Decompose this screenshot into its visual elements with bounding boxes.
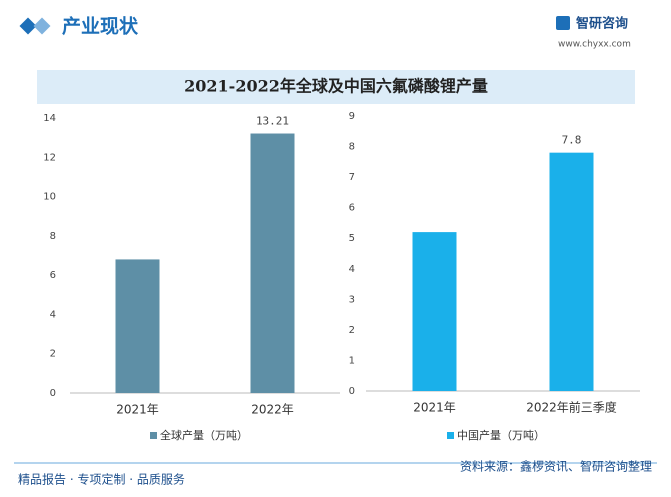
value-label: 7.8	[562, 134, 582, 147]
y-tick-label: 7	[349, 172, 355, 183]
bar	[549, 152, 594, 391]
legend-label: 全球产量（万吨）	[160, 428, 248, 442]
y-tick-label: 4	[349, 264, 355, 275]
x-tick-label: 2021年	[116, 403, 159, 417]
legend-label: 中国产量（万吨）	[457, 428, 545, 442]
footer-left: 精品报告 · 专项定制 · 品质服务	[18, 472, 185, 487]
legend-swatch	[150, 432, 157, 439]
y-tick-label: 8	[50, 231, 56, 242]
url: www.chyxx.com	[558, 40, 631, 50]
brand: 智研咨询	[576, 16, 628, 32]
y-tick-label: 6	[50, 270, 56, 281]
y-tick-label: 2	[349, 325, 355, 336]
y-tick-label: 1	[349, 355, 355, 366]
title-banner	[37, 70, 635, 104]
legend-swatch	[447, 432, 454, 439]
footer-source: 资料来源：鑫椤资讯、智研咨询整理	[460, 459, 652, 474]
y-tick-label: 14	[43, 113, 56, 124]
y-tick-label: 6	[349, 203, 355, 214]
y-tick-label: 8	[349, 142, 355, 153]
y-tick-label: 12	[43, 152, 56, 163]
brand-logo	[556, 16, 570, 30]
y-tick-label: 2	[50, 349, 56, 360]
y-tick-label: 4	[50, 309, 56, 320]
bar	[115, 259, 160, 393]
chart-title: 2021-2022年全球及中国六氟磷酸锂产量	[184, 77, 488, 96]
header-title: 产业现状	[62, 15, 139, 38]
y-tick-label: 0	[349, 386, 355, 397]
x-tick-label: 2022年前三季度	[526, 400, 617, 415]
y-tick-label: 9	[349, 111, 355, 122]
y-tick-label: 3	[349, 294, 355, 305]
x-tick-label: 2022年	[251, 403, 294, 417]
value-label: 13.21	[256, 115, 289, 128]
y-tick-label: 5	[349, 233, 355, 244]
x-tick-label: 2021年	[413, 401, 456, 415]
bar	[412, 232, 457, 391]
y-tick-label: 10	[43, 192, 56, 203]
y-tick-label: 0	[50, 388, 56, 399]
bar	[250, 133, 295, 393]
